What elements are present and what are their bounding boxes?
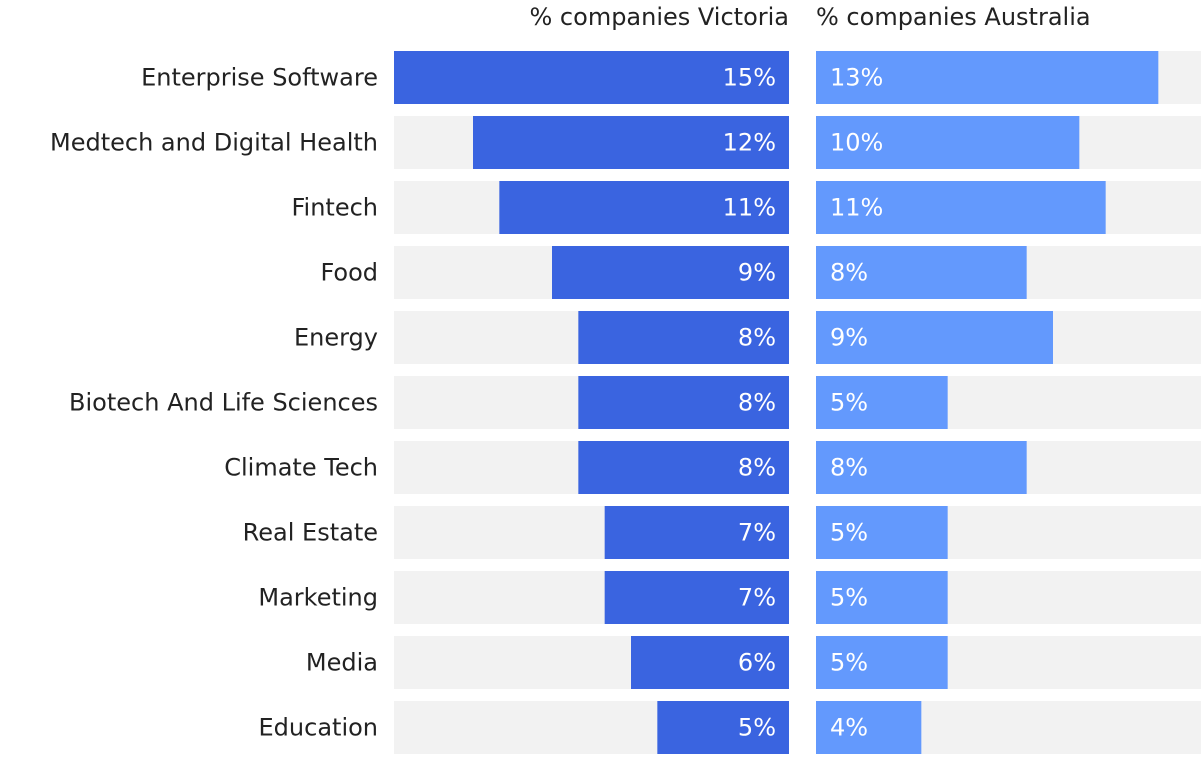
category-label: Enterprise Software — [141, 64, 378, 92]
bar — [578, 376, 789, 429]
bar — [578, 311, 789, 364]
value-label: 15% — [723, 64, 776, 92]
category-label: Fintech — [291, 194, 378, 222]
value-label: 11% — [830, 194, 883, 222]
value-label: 8% — [738, 454, 776, 482]
bar — [816, 636, 948, 689]
category-label: Energy — [294, 324, 378, 352]
bar — [499, 181, 789, 234]
bar — [604, 571, 789, 624]
category-label: Food — [320, 259, 378, 287]
bar — [816, 376, 948, 429]
value-label: 9% — [830, 324, 868, 352]
value-label: 6% — [738, 649, 776, 677]
value-label: 5% — [830, 584, 868, 612]
value-label: 7% — [738, 584, 776, 612]
category-label: Real Estate — [243, 519, 378, 547]
bar — [816, 441, 1027, 494]
legend-australia: % companies Australia — [816, 3, 1091, 31]
value-label: 12% — [723, 129, 776, 157]
value-label: 9% — [738, 259, 776, 287]
bar — [816, 571, 948, 624]
value-label: 8% — [830, 259, 868, 287]
value-label: 5% — [830, 649, 868, 677]
bar — [816, 116, 1080, 169]
bar — [604, 506, 789, 559]
bar — [631, 636, 789, 689]
bar — [816, 701, 922, 754]
category-label: Climate Tech — [224, 454, 378, 482]
value-label: 4% — [830, 714, 868, 742]
category-label: Medtech and Digital Health — [50, 129, 378, 157]
bar — [816, 181, 1106, 234]
value-label: 5% — [738, 714, 776, 742]
category-label: Media — [306, 649, 378, 677]
category-label: Biotech And Life Sciences — [69, 389, 378, 417]
bar — [578, 441, 789, 494]
bar — [473, 116, 789, 169]
value-label: 5% — [830, 519, 868, 547]
value-label: 8% — [830, 454, 868, 482]
legend-victoria: % companies Victoria — [530, 3, 790, 31]
bar — [394, 51, 789, 104]
bar — [816, 51, 1159, 104]
category-label: Education — [259, 714, 378, 742]
category-label: Marketing — [258, 584, 378, 612]
value-label: 11% — [723, 194, 776, 222]
value-label: 13% — [830, 64, 883, 92]
value-label: 8% — [738, 324, 776, 352]
bar — [657, 701, 789, 754]
value-label: 10% — [830, 129, 883, 157]
bar — [816, 246, 1027, 299]
bar — [816, 311, 1053, 364]
value-label: 8% — [738, 389, 776, 417]
bar — [816, 506, 948, 559]
value-label: 7% — [738, 519, 776, 547]
value-label: 5% — [830, 389, 868, 417]
bar — [552, 246, 789, 299]
